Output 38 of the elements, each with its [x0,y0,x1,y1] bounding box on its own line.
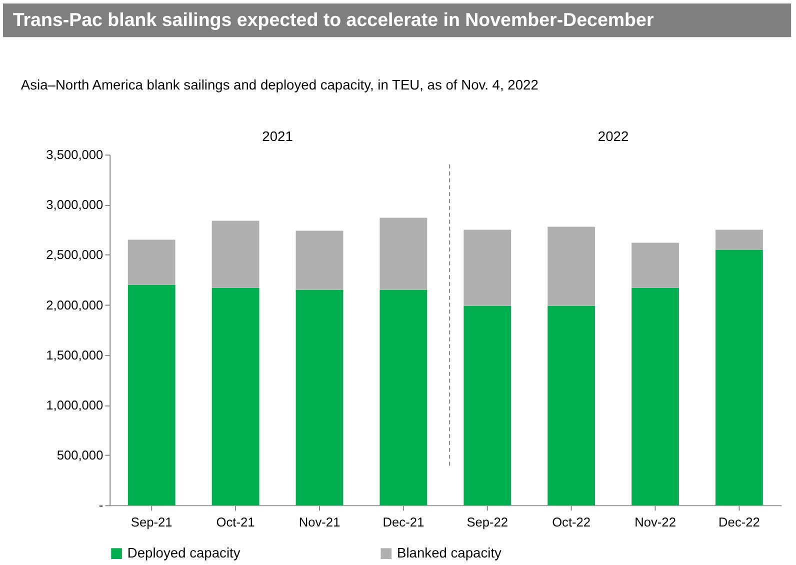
x-tick-label: Dec-21 [382,514,424,530]
bar [632,242,679,288]
x-tick-label: Oct-22 [552,514,591,530]
y-tick-label: 3,500,000 [46,147,104,162]
y-tick-label: 3,000,000 [46,197,104,212]
bar [548,226,596,306]
x-tick-label: Sep-21 [130,514,172,530]
bar [632,288,679,506]
bar [716,250,763,506]
chart-title: Trans-Pac blank sailings expected to accelerate in November-December [12,9,654,30]
y-tick-label: 1,500,000 [46,347,104,362]
text: 2022 [598,128,629,144]
bar [128,240,176,285]
y-tick-label: 2,000,000 [46,297,104,312]
bar [464,306,512,506]
bar [296,290,344,506]
bar [380,290,428,506]
y-tick-label: 500,000 [56,448,104,463]
bar [716,230,763,250]
y-tick-label: 1,000,000 [46,397,104,412]
bar [212,220,260,288]
x-tick-label: Oct-21 [216,514,255,530]
bar [212,288,260,506]
y-tick-label: 2,500,000 [46,247,104,262]
y-tick-label: - [98,498,104,513]
x-tick-label: Nov-21 [298,514,340,530]
legend-label: Deployed capacity [127,544,240,561]
legend-label: Blanked capacity [397,544,502,561]
x-tick-label: Sep-22 [466,514,508,530]
chart-subtitle: Asia–North America blank sailings and deployed capacity, in TEU, as of Nov. 4, 2022 [20,76,538,92]
x-tick-label: Dec-22 [718,514,760,530]
bar [128,284,176,506]
bar [548,306,596,506]
bar [296,230,344,290]
x-tick-label: Nov-22 [634,514,676,530]
text: 2021 [262,128,293,144]
bar [464,230,512,306]
bar [380,218,428,290]
